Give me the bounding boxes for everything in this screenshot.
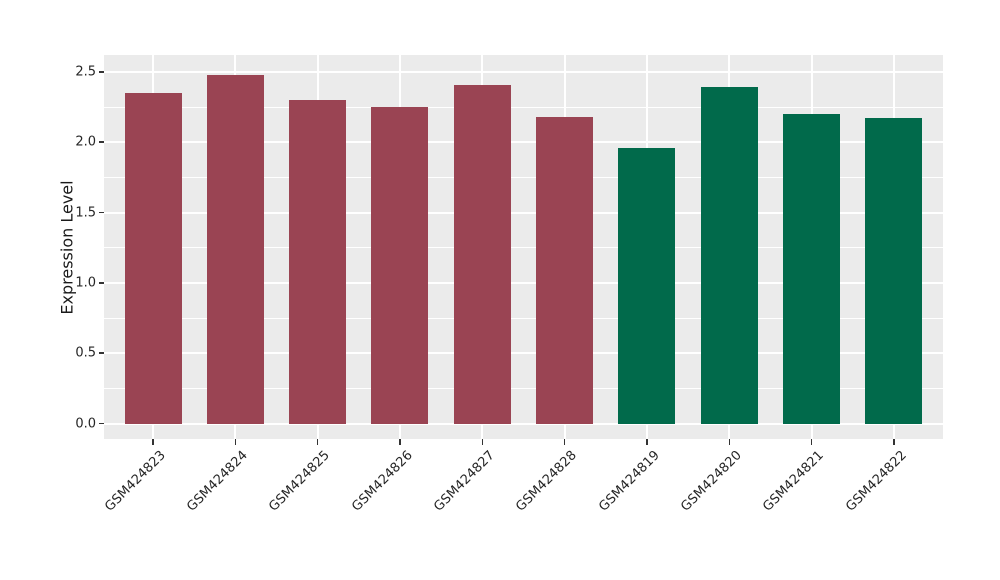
gridline-major — [104, 281, 943, 284]
y-tick-label-text: 1.5 — [75, 205, 96, 221]
bar-GSM424828 — [536, 116, 594, 424]
plot-panel — [104, 55, 943, 439]
x-tick-mark — [646, 439, 648, 445]
y-tick-label-text: 0.5 — [75, 345, 96, 361]
x-tick-mark — [563, 439, 566, 445]
bar-GSM424821 — [783, 114, 841, 424]
y-axis-title: Expression Level — [50, 55, 84, 439]
x-tick-mark — [152, 439, 154, 445]
x-tick-label-text: GSM424824 — [184, 448, 251, 515]
gridline-minor — [104, 317, 943, 319]
y-tick-mark — [99, 282, 104, 284]
y-tick-mark — [99, 211, 104, 214]
y-tick-label-text: 0.0 — [75, 416, 96, 432]
bar-GSM424822 — [865, 118, 923, 424]
gridline-major — [104, 70, 943, 73]
gridline-minor — [104, 176, 943, 178]
gridline-minor — [104, 387, 943, 389]
x-tick-label-text: GSM424826 — [349, 448, 416, 515]
x-tick-mark — [728, 439, 731, 445]
gridline-major — [104, 422, 943, 425]
bar-GSM424819 — [618, 147, 676, 424]
y-tick-label-text: 2.0 — [75, 134, 96, 150]
gridline-major — [104, 352, 943, 355]
bar-GSM424827 — [453, 84, 511, 424]
x-tick-label-text: GSM424819 — [595, 448, 663, 515]
x-tick-label-text: GSM424828 — [513, 448, 581, 515]
y-tick-mark — [99, 141, 104, 143]
x-tick-label-text: GSM424821 — [760, 448, 828, 515]
y-tick-mark — [99, 71, 104, 73]
y-tick-label-text: 2.5 — [75, 64, 96, 80]
gridline-minor — [104, 247, 943, 249]
y-axis-title-text: Expression Level — [57, 179, 77, 315]
bar-GSM424826 — [371, 107, 429, 424]
x-tick-mark — [399, 439, 401, 445]
bar-GSM424820 — [700, 87, 758, 424]
x-tick-label-text: GSM424825 — [266, 448, 334, 515]
bar-GSM424825 — [289, 100, 347, 424]
gridline-major — [104, 141, 943, 144]
y-tick-mark — [99, 422, 104, 425]
bar-GSM424824 — [206, 74, 264, 424]
gridline-minor — [104, 106, 943, 108]
x-tick-mark — [234, 439, 237, 445]
x-tick-mark — [316, 439, 319, 445]
bar-GSM424823 — [124, 92, 182, 424]
x-tick-label-text: GSM424820 — [678, 448, 745, 515]
y-tick-mark — [99, 352, 104, 354]
x-tick-mark — [893, 439, 895, 445]
x-tick-mark — [810, 439, 813, 445]
x-tick-mark — [481, 439, 484, 445]
x-tick-label-text: GSM424822 — [842, 448, 910, 515]
y-tick-label-text: 1.0 — [75, 275, 96, 291]
x-tick-label-text: GSM424823 — [102, 448, 169, 515]
gridline-major — [104, 211, 943, 214]
x-tick-label-text: GSM424827 — [431, 448, 498, 515]
